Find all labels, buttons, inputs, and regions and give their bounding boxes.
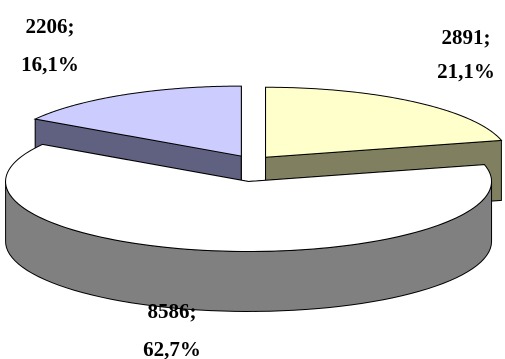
pie-sides xyxy=(5,85,503,312)
data-label-percent-1: 62,7% xyxy=(143,337,201,359)
pie-slice-top-2 xyxy=(33,85,242,157)
data-label-value-1: 8586; xyxy=(148,299,197,323)
data-label-value-2: 2206; xyxy=(26,14,75,38)
pie-slice-top-0 xyxy=(265,86,503,158)
pie-slice-top-1 xyxy=(5,143,493,252)
data-labels: 2891; 21,1% 2206; 16,1% 8586; 62,7% xyxy=(21,14,495,359)
data-label-percent-0: 21,1% xyxy=(437,59,495,83)
data-label-percent-2: 16,1% xyxy=(21,52,79,76)
data-label-value-0: 2891; xyxy=(442,25,491,49)
